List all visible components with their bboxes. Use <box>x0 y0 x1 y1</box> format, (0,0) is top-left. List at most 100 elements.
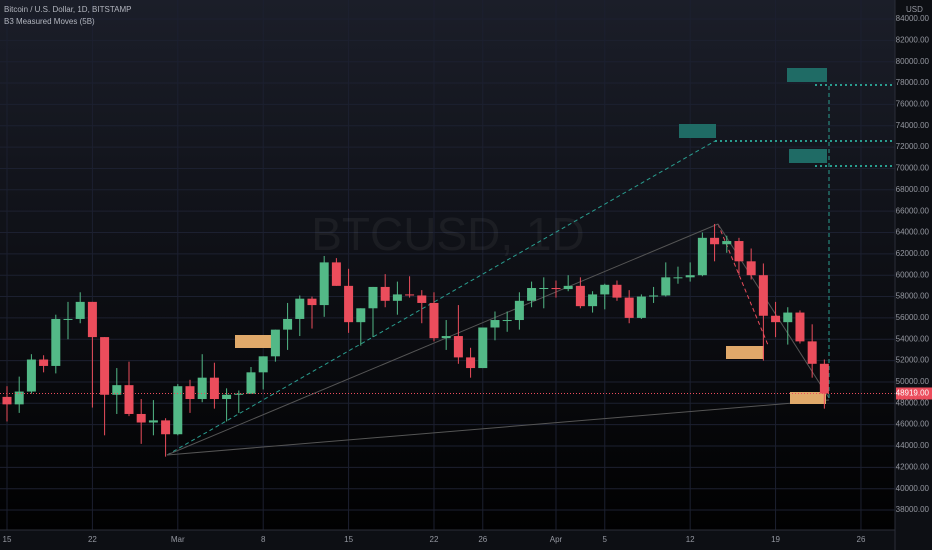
candle-body <box>563 285 573 290</box>
candle-body <box>673 277 683 279</box>
candle-body <box>344 285 354 323</box>
x-tick-label: 15 <box>344 535 353 544</box>
candle-body <box>722 241 732 245</box>
candle-body <box>466 357 476 369</box>
candle-body <box>649 295 659 297</box>
y-tick-label: 56000.00 <box>896 313 930 322</box>
candle-body <box>783 312 793 323</box>
target-box <box>679 124 716 138</box>
y-tick-label: 70000.00 <box>896 164 930 173</box>
y-tick-label: 64000.00 <box>896 228 930 237</box>
candle-body <box>417 295 427 303</box>
candle-body <box>380 286 390 301</box>
chart-title: Bitcoin / U.S. Dollar, 1D, BITSTAMP <box>4 5 131 14</box>
target-box <box>789 149 827 163</box>
candle-body <box>75 301 85 319</box>
candle-body <box>209 377 219 400</box>
candle-body <box>575 285 585 307</box>
y-tick-label: 68000.00 <box>896 185 930 194</box>
measured-moves <box>166 68 895 456</box>
candle-body <box>746 261 756 276</box>
price-axis <box>895 0 932 550</box>
candle-body <box>368 286 378 309</box>
last-price-tag <box>896 387 932 400</box>
grid <box>0 0 895 530</box>
x-tick-label: 26 <box>478 535 487 544</box>
time-axis <box>0 530 895 550</box>
trend-line <box>166 399 830 456</box>
candle-body <box>295 298 305 319</box>
y-tick-label: 78000.00 <box>896 78 930 87</box>
candle-body <box>771 315 781 323</box>
candle-body <box>197 377 207 400</box>
candle-body <box>270 329 280 357</box>
y-tick-label: 38000.00 <box>896 505 930 514</box>
candle-body <box>661 277 671 296</box>
candle-body <box>588 294 598 307</box>
x-tick-label: Mar <box>171 535 185 544</box>
x-tick-label: Apr <box>550 535 563 544</box>
trend-line <box>166 223 719 456</box>
y-tick-label: 66000.00 <box>896 206 930 215</box>
candle-body <box>685 275 695 278</box>
watermark: BTCUSD, 1D <box>311 208 584 260</box>
y-tick-label: 50000.00 <box>896 377 930 386</box>
y-tick-label: 82000.00 <box>896 35 930 44</box>
candle-body <box>478 327 488 369</box>
x-tick-label: 22 <box>430 535 439 544</box>
y-tick-label: 74000.00 <box>896 121 930 130</box>
candle-body <box>319 262 329 306</box>
candle-body <box>307 298 317 306</box>
candle-body <box>710 237 720 245</box>
axes: 38000.00 40000.00 42000.00 44000.00 46000.00… <box>3 14 932 544</box>
candle-body <box>63 318 73 320</box>
candle-body <box>185 386 195 400</box>
x-tick-label: 8 <box>261 535 266 544</box>
x-tick-label: 12 <box>686 535 695 544</box>
y-tick-label: 44000.00 <box>896 441 930 450</box>
candle-body <box>819 363 829 394</box>
candle-body <box>758 275 768 316</box>
y-tick-label: 42000.00 <box>896 462 930 471</box>
last-price-label: 48919.00 <box>896 389 930 398</box>
candle-body <box>112 385 122 395</box>
candle-body <box>453 336 463 358</box>
x-tick-label: 26 <box>857 535 866 544</box>
move-label <box>790 392 826 404</box>
candle-body <box>2 396 12 405</box>
candle-body <box>14 391 24 405</box>
candle-body <box>697 237 707 276</box>
candle-body <box>51 318 61 366</box>
candle-body <box>331 262 341 286</box>
candle-body <box>807 341 817 364</box>
y-tick-label: 54000.00 <box>896 334 930 343</box>
candle-body <box>405 294 415 296</box>
y-tick-label: 46000.00 <box>896 420 930 429</box>
candle-body <box>392 294 402 301</box>
candle-body <box>624 297 634 318</box>
candles <box>0 223 895 457</box>
candle-body <box>161 420 171 435</box>
x-tick-label: 15 <box>3 535 12 544</box>
candle-body <box>173 386 183 435</box>
candle-body <box>234 393 244 395</box>
candle-body <box>795 312 805 342</box>
candle-body <box>39 359 49 366</box>
candle-body <box>514 300 524 321</box>
y-tick-label: 62000.00 <box>896 249 930 258</box>
y-tick-label: 48000.00 <box>896 398 930 407</box>
candle-body <box>502 320 512 322</box>
candle-body <box>551 288 561 290</box>
x-tick-label: 5 <box>603 535 608 544</box>
y-tick-label: 40000.00 <box>896 484 930 493</box>
target-box <box>787 68 827 82</box>
y-tick-label: 52000.00 <box>896 356 930 365</box>
axis-unit: USD <box>906 5 923 14</box>
y-tick-label: 58000.00 <box>896 292 930 301</box>
y-tick-label: 72000.00 <box>896 142 930 151</box>
x-tick-label: 19 <box>771 535 780 544</box>
candle-body <box>636 296 646 318</box>
candle-body <box>734 241 744 262</box>
y-tick-label: 60000.00 <box>896 270 930 279</box>
